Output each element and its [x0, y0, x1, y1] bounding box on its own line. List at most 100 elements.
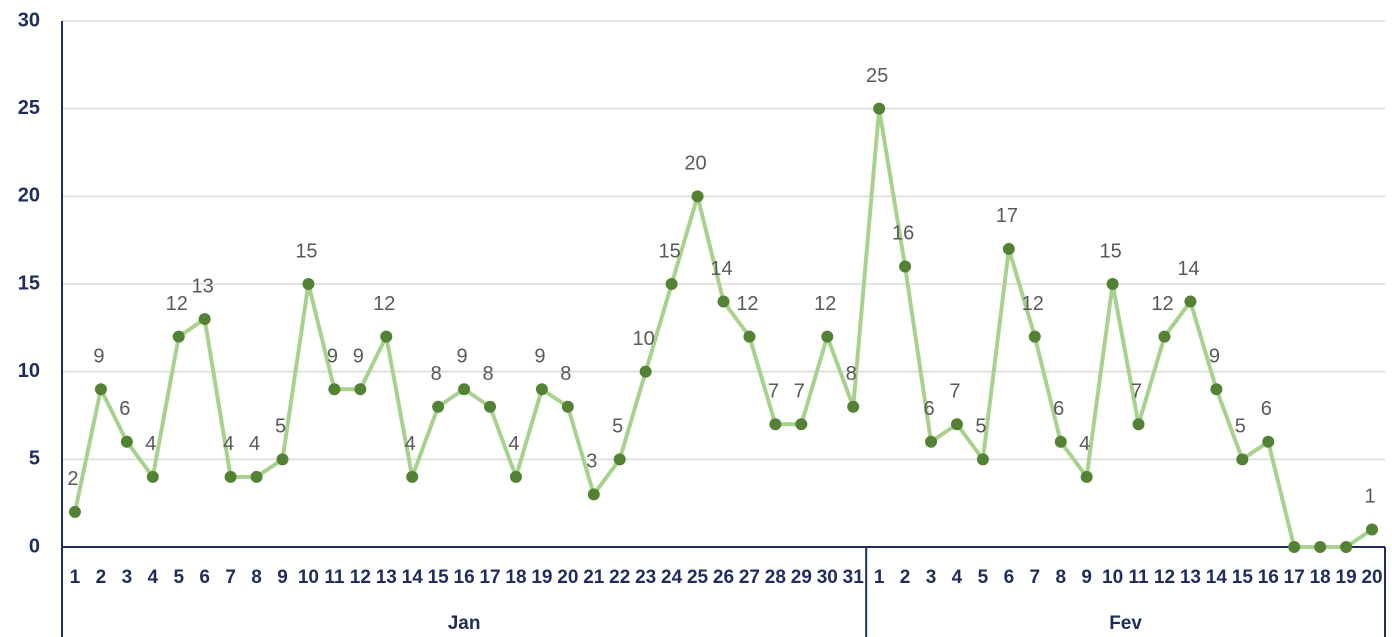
marker — [224, 470, 237, 483]
data-label: 6 — [923, 398, 934, 420]
x-tick-label: 4 — [952, 567, 963, 588]
data-label: 4 — [1079, 433, 1090, 455]
data-label: 12 — [373, 293, 395, 315]
x-tick-label: 23 — [635, 567, 656, 588]
x-tick-label: 18 — [505, 567, 526, 588]
y-tick-label: 15 — [18, 272, 40, 294]
marker — [925, 435, 938, 448]
y-tick-label: 30 — [18, 9, 40, 31]
marker — [406, 470, 419, 483]
data-label: 4 — [145, 433, 156, 455]
marker — [328, 383, 341, 396]
x-tick-label: 29 — [791, 567, 812, 588]
x-tick-label: 13 — [1180, 567, 1201, 588]
data-label: 3 — [586, 451, 597, 473]
marker — [432, 400, 445, 413]
data-label: 4 — [249, 433, 260, 455]
group-label: Fev — [1109, 613, 1142, 634]
marker — [68, 505, 81, 518]
data-label: 15 — [1099, 240, 1121, 262]
data-label: 9 — [1209, 345, 1220, 367]
x-tick-label: 6 — [199, 567, 210, 588]
marker — [1028, 330, 1041, 343]
marker — [1106, 278, 1119, 290]
x-tick-label: 4 — [148, 567, 159, 588]
x-tick-label: 17 — [479, 567, 500, 588]
data-label: 4 — [405, 433, 416, 455]
x-tick-label: 28 — [765, 567, 786, 588]
x-tick-label: 27 — [739, 567, 760, 588]
data-label: 4 — [508, 433, 519, 455]
marker — [146, 470, 159, 483]
data-label: 9 — [457, 345, 468, 367]
x-tick-label: 5 — [173, 567, 184, 588]
x-tick-label: 2 — [900, 567, 911, 588]
x-tick-label: 1 — [874, 567, 885, 588]
x-tick-label: 13 — [376, 567, 397, 588]
marker — [769, 418, 782, 431]
x-tick-label: 1 — [70, 567, 81, 588]
y-tick-label: 20 — [18, 185, 40, 207]
x-tick-label: 15 — [1232, 567, 1254, 588]
marker — [354, 383, 367, 396]
data-label: 25 — [866, 65, 888, 87]
data-label: 17 — [996, 205, 1018, 227]
x-tick-label: 6 — [1004, 567, 1015, 588]
marker — [587, 488, 600, 501]
x-tick-label: 16 — [454, 567, 475, 588]
data-label: 5 — [975, 416, 986, 438]
marker — [613, 453, 626, 466]
x-tick-label: 31 — [843, 567, 865, 588]
marker — [484, 400, 497, 413]
marker — [691, 190, 704, 203]
data-label: 10 — [633, 328, 655, 350]
x-tick-label: 8 — [1055, 567, 1066, 588]
data-label: 8 — [431, 363, 442, 385]
marker — [1158, 330, 1171, 343]
marker — [821, 330, 834, 343]
x-tick-label: 24 — [661, 567, 683, 588]
marker — [1262, 435, 1275, 448]
data-label: 6 — [1261, 398, 1272, 420]
marker — [795, 418, 808, 431]
data-label: 5 — [1235, 416, 1246, 438]
data-label: 5 — [612, 416, 623, 438]
x-tick-label: 21 — [583, 567, 605, 588]
x-tick-label: 26 — [713, 567, 734, 588]
data-label: 4 — [223, 433, 234, 455]
marker — [1210, 383, 1223, 396]
data-label: 6 — [119, 398, 130, 420]
x-tick-label: 16 — [1258, 567, 1279, 588]
data-label: 9 — [534, 345, 545, 367]
data-label: 15 — [658, 240, 680, 262]
data-label: 6 — [1053, 398, 1064, 420]
marker — [1366, 523, 1379, 536]
x-tick-label: 14 — [402, 567, 424, 588]
data-label: 16 — [892, 223, 914, 245]
data-label: 7 — [794, 381, 805, 403]
marker — [94, 383, 107, 396]
marker — [847, 400, 860, 413]
x-tick-label: 10 — [1102, 567, 1123, 588]
y-tick-label: 25 — [18, 97, 40, 119]
x-tick-label: 7 — [225, 567, 236, 588]
line — [73, 106, 1374, 549]
x-tick-label: 30 — [817, 567, 838, 588]
y-tick-label: 5 — [29, 448, 40, 470]
marker — [717, 295, 730, 308]
data-label: 12 — [166, 293, 188, 315]
data-label: 9 — [353, 345, 364, 367]
marker — [950, 418, 963, 431]
data-label: 9 — [93, 345, 104, 367]
marker — [509, 470, 522, 483]
marker — [1080, 470, 1093, 483]
data-label: 14 — [1177, 258, 1199, 280]
x-tick-label: 14 — [1206, 567, 1228, 588]
data-label: 13 — [192, 275, 214, 297]
marker — [639, 365, 652, 378]
data-label: 12 — [1151, 293, 1173, 315]
marker — [198, 313, 211, 326]
x-tick-label: 19 — [1336, 567, 1357, 588]
data-label: 9 — [327, 345, 338, 367]
